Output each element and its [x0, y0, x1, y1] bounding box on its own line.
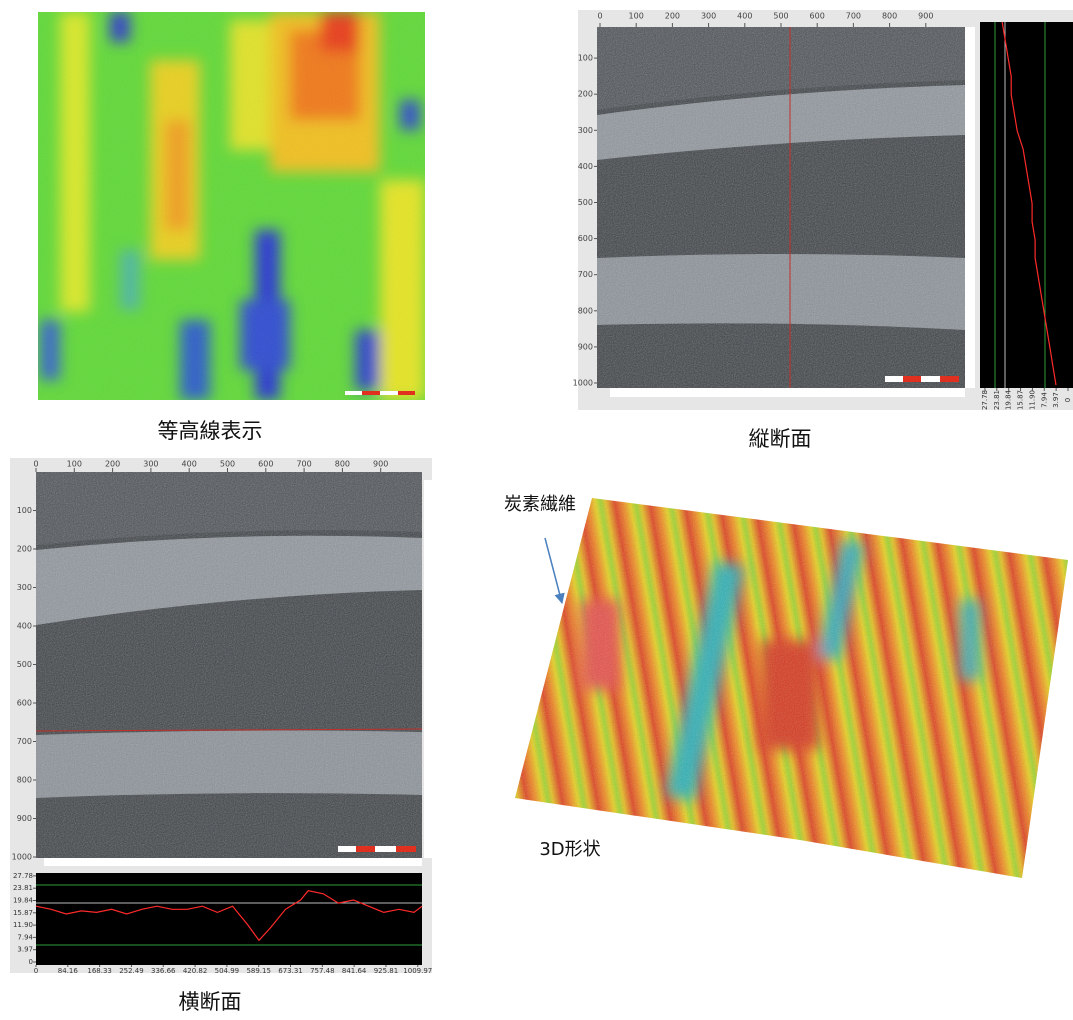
ruler-label: 500: [220, 460, 235, 469]
ruler-label: 300: [143, 460, 158, 469]
ruler-label: 200: [665, 12, 680, 21]
ruler-label: 1000: [573, 379, 593, 388]
ruler-label: 0: [33, 460, 38, 469]
figure-page: 等高線表示 縦断面 横断面 3D形状 炭素繊維 0 100 200 300 400 500…: [0, 0, 1073, 1020]
ruler-label: 800: [882, 12, 897, 21]
profile-tick-label: 27.78: [13, 872, 33, 880]
profile-tick-label: 168.33: [87, 967, 112, 975]
profile-tick-label: 1009.97: [403, 967, 432, 975]
ruler-label: 500: [773, 12, 788, 21]
ruler-label: 400: [578, 162, 593, 171]
profile-tick-label: 252.49: [119, 967, 144, 975]
caption: 横断面: [179, 990, 242, 1014]
surface-3d: [510, 495, 1070, 885]
profile-tick-label: 0: [1064, 398, 1072, 402]
profile-tick-label: 0: [29, 958, 33, 966]
ruler-label: 500: [17, 660, 32, 669]
profile-tick-label: 23.81: [993, 390, 1001, 410]
ruler-label: 1000: [12, 853, 32, 862]
ruler-label: 900: [17, 814, 32, 823]
ruler-label: 100: [578, 54, 593, 63]
profile-tick-label: 420.82: [183, 967, 208, 975]
ruler-label: 600: [258, 460, 273, 469]
ruler-label: 900: [373, 460, 388, 469]
ruler-label: 400: [182, 460, 197, 469]
ruler-label: 300: [17, 583, 32, 592]
ruler-label: 100: [17, 506, 32, 515]
ruler-label: 600: [810, 12, 825, 21]
profile-tick-label: 925.81: [374, 967, 399, 975]
ruler-label: 500: [578, 198, 593, 207]
annotation: 炭素繊維: [504, 494, 576, 515]
profile-tick-label: 336.66: [151, 967, 176, 975]
profile-tick-label: 19.84: [1005, 389, 1013, 410]
caption: 等高線表示: [158, 419, 263, 443]
profile-tick-label: 15.87: [1017, 390, 1025, 410]
profile-tick-label: 841.64: [342, 967, 367, 975]
ruler-label: 800: [578, 306, 593, 315]
profile-tick-label: 11.90: [13, 921, 33, 929]
ruler-label: 700: [296, 460, 311, 469]
ruler-label: 200: [578, 90, 593, 99]
ruler-label: 600: [578, 234, 593, 243]
contour-map: [38, 12, 425, 400]
profile-tick-label: 673.31: [278, 967, 303, 975]
caption: 3D形状: [539, 839, 600, 860]
profile-tick-label: 7.94: [1040, 392, 1048, 408]
profile-tick-label: 19.84: [13, 896, 34, 904]
vertical-section: [578, 10, 1073, 410]
ruler-label: 900: [918, 12, 933, 21]
profile-tick-label: 504.99: [215, 967, 240, 975]
ruler-label: 700: [17, 737, 32, 746]
ruler-label: 300: [701, 12, 716, 21]
profile-tick-label: 757.48: [310, 967, 335, 975]
profile-tick-label: 589.15: [246, 967, 271, 975]
profile-tick-label: 23.81: [13, 884, 33, 892]
ruler-label: 100: [629, 12, 644, 21]
ruler-label: 100: [67, 460, 82, 469]
ruler-label: 700: [578, 270, 593, 279]
profile-tick-label: 0: [34, 967, 38, 975]
ruler-label: 200: [17, 545, 32, 554]
profile-tick-label: 27.78: [981, 390, 989, 410]
ruler-label: 800: [335, 460, 350, 469]
profile-tick-label: 15.87: [13, 909, 33, 917]
profile-tick-label: 3.97: [17, 946, 33, 954]
ruler-label: 900: [578, 342, 593, 351]
ruler-label: 200: [105, 460, 120, 469]
ruler-label: 700: [846, 12, 861, 21]
ruler-label: 800: [17, 776, 32, 785]
ruler-label: 0: [597, 12, 602, 21]
caption: 縦断面: [749, 427, 812, 451]
profile-tick-label: 11.90: [1028, 390, 1036, 410]
profile-tick-label: 7.94: [17, 933, 33, 941]
ruler-label: 300: [578, 126, 593, 135]
ruler-label: 400: [737, 12, 752, 21]
profile-tick-label: 3.97: [1052, 392, 1060, 408]
ruler-label: 400: [17, 622, 32, 631]
ruler-label: 600: [17, 699, 32, 708]
horizontal-section: [10, 458, 432, 973]
profile-tick-label: 84.16: [58, 967, 79, 975]
